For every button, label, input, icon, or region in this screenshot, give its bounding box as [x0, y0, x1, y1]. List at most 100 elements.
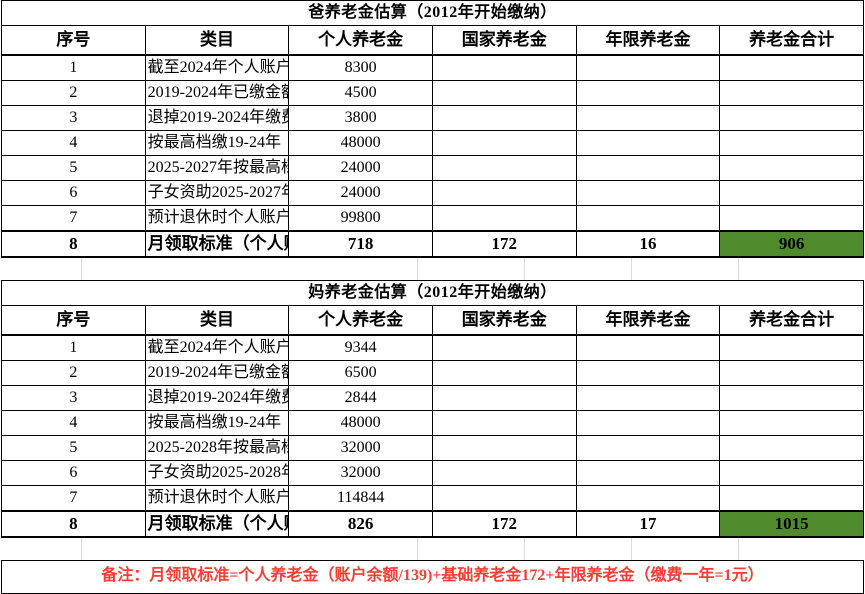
cell-state[interactable]	[431, 155, 577, 181]
cell-item[interactable]: 退掉2019-2024年缴费后余额（3=1-2）	[144, 385, 290, 411]
cell-index[interactable]: 6	[1, 180, 146, 206]
cell-years[interactable]	[575, 385, 721, 411]
cell-years[interactable]	[575, 54, 721, 81]
table-row: 2 2019-2024年已缴金额 4500	[1, 80, 864, 106]
cell-state[interactable]	[431, 54, 577, 81]
cell-index[interactable]: 5	[1, 435, 146, 461]
cell-personal[interactable]: 114844	[288, 485, 433, 512]
cell-item[interactable]: 预计退休时个人账户余额（7=3+4+5+6）	[144, 485, 290, 512]
cell-item[interactable]: 截至2024年个人账户余额	[144, 334, 290, 361]
cell-years[interactable]	[575, 435, 721, 461]
cell-years[interactable]	[575, 155, 721, 181]
cell-item[interactable]: 按最高档缴19-24年（8000/年）	[144, 410, 290, 436]
cell-item[interactable]: 退掉2019-2024年缴费后余额（3=1-2）	[144, 105, 290, 131]
cell-total[interactable]	[719, 460, 864, 486]
cell-personal[interactable]: 3800	[288, 105, 433, 131]
cell-state[interactable]: 172	[431, 510, 577, 538]
cell-item[interactable]: 2025-2027年按最高档缴费（8000/年）	[144, 155, 290, 181]
cell-index[interactable]: 4	[1, 410, 146, 436]
cell-index[interactable]: 2	[1, 360, 146, 386]
cell-years[interactable]	[575, 130, 721, 156]
cell-years[interactable]: 17	[575, 510, 721, 538]
cell-personal[interactable]: 99800	[288, 205, 433, 232]
cell-years[interactable]	[575, 205, 721, 232]
cell-item[interactable]: 按最高档缴19-24年（8000/年）	[144, 130, 290, 156]
cell-index[interactable]: 3	[1, 105, 146, 131]
cell-total-highlight[interactable]: 1015	[719, 510, 864, 538]
cell-index[interactable]: 7	[1, 485, 146, 512]
cell-personal[interactable]: 718	[288, 230, 433, 258]
cell-total[interactable]	[719, 130, 864, 156]
cell-total-highlight[interactable]: 906	[719, 230, 864, 258]
cell-total[interactable]	[719, 155, 864, 181]
cell-state[interactable]	[431, 385, 577, 411]
cell-item[interactable]: 2025-2028年按最高档缴费（8000/年）	[144, 435, 290, 461]
cell-years[interactable]	[575, 485, 721, 512]
cell-years[interactable]	[575, 460, 721, 486]
cell-item[interactable]: 子女资助2025-2027年（8000/年）	[144, 180, 290, 206]
cell-index[interactable]: 8	[1, 510, 146, 538]
cell-state[interactable]	[431, 360, 577, 386]
cell-personal[interactable]: 48000	[288, 410, 433, 436]
cell-personal[interactable]: 8300	[288, 54, 433, 81]
cell-personal[interactable]: 4500	[288, 80, 433, 106]
cell-years[interactable]	[575, 180, 721, 206]
cell-index[interactable]: 6	[1, 460, 146, 486]
cell-total[interactable]	[719, 180, 864, 206]
cell-state[interactable]	[431, 485, 577, 512]
cell-personal[interactable]: 32000	[288, 435, 433, 461]
cell-total[interactable]	[719, 385, 864, 411]
cell-personal[interactable]: 9344	[288, 334, 433, 361]
cell-total[interactable]	[719, 105, 864, 131]
cell-state[interactable]	[431, 130, 577, 156]
cell-state[interactable]	[431, 105, 577, 131]
cell-item[interactable]: 子女资助2025-2028年（8000/年）	[144, 460, 290, 486]
cell-index[interactable]: 2	[1, 80, 146, 106]
cell-state[interactable]	[431, 334, 577, 361]
cell-state[interactable]	[431, 80, 577, 106]
cell-index[interactable]: 1	[1, 54, 146, 81]
cell-item[interactable]: 截至2024年个人账户余额	[144, 54, 290, 81]
cell-index[interactable]: 8	[1, 230, 146, 258]
cell-years[interactable]	[575, 80, 721, 106]
cell-state[interactable]	[431, 410, 577, 436]
cell-item[interactable]: 2019-2024年已缴金额	[144, 80, 290, 106]
cell-item[interactable]: 预计退休时个人账户余额（7=3+4+5+6）	[144, 205, 290, 232]
cell-state[interactable]	[431, 180, 577, 206]
cell-index[interactable]: 7	[1, 205, 146, 232]
table-gap-spacer	[0, 258, 865, 280]
cell-state[interactable]	[431, 460, 577, 486]
cell-index[interactable]: 5	[1, 155, 146, 181]
cell-item[interactable]: 2019-2024年已缴金额	[144, 360, 290, 386]
cell-personal[interactable]: 32000	[288, 460, 433, 486]
cell-index[interactable]: 4	[1, 130, 146, 156]
cell-total[interactable]	[719, 360, 864, 386]
cell-years[interactable]	[575, 334, 721, 361]
cell-personal[interactable]: 24000	[288, 155, 433, 181]
cell-years[interactable]: 16	[575, 230, 721, 258]
cell-personal[interactable]: 24000	[288, 180, 433, 206]
cell-total[interactable]	[719, 80, 864, 106]
cell-index[interactable]: 1	[1, 334, 146, 361]
cell-personal[interactable]: 48000	[288, 130, 433, 156]
cell-state[interactable]: 172	[431, 230, 577, 258]
table-row: 5 2025-2027年按最高档缴费（8000/年） 24000	[1, 155, 864, 181]
cell-personal[interactable]: 826	[288, 510, 433, 538]
cell-years[interactable]	[575, 410, 721, 436]
cell-total[interactable]	[719, 205, 864, 232]
column-header-total: 养老金合计	[719, 305, 864, 336]
cell-total[interactable]	[719, 435, 864, 461]
cell-total[interactable]	[719, 410, 864, 436]
cell-item[interactable]: 月领取标准（个人账户余额/139个月）	[144, 510, 290, 538]
cell-index[interactable]: 3	[1, 385, 146, 411]
cell-item[interactable]: 月领取标准（个人账户余额/139个月）	[144, 230, 290, 258]
cell-years[interactable]	[575, 105, 721, 131]
cell-personal[interactable]: 6500	[288, 360, 433, 386]
cell-total[interactable]	[719, 54, 864, 81]
cell-years[interactable]	[575, 360, 721, 386]
cell-state[interactable]	[431, 205, 577, 232]
cell-total[interactable]	[719, 334, 864, 361]
cell-personal[interactable]: 2844	[288, 385, 433, 411]
cell-state[interactable]	[431, 435, 577, 461]
cell-total[interactable]	[719, 485, 864, 512]
